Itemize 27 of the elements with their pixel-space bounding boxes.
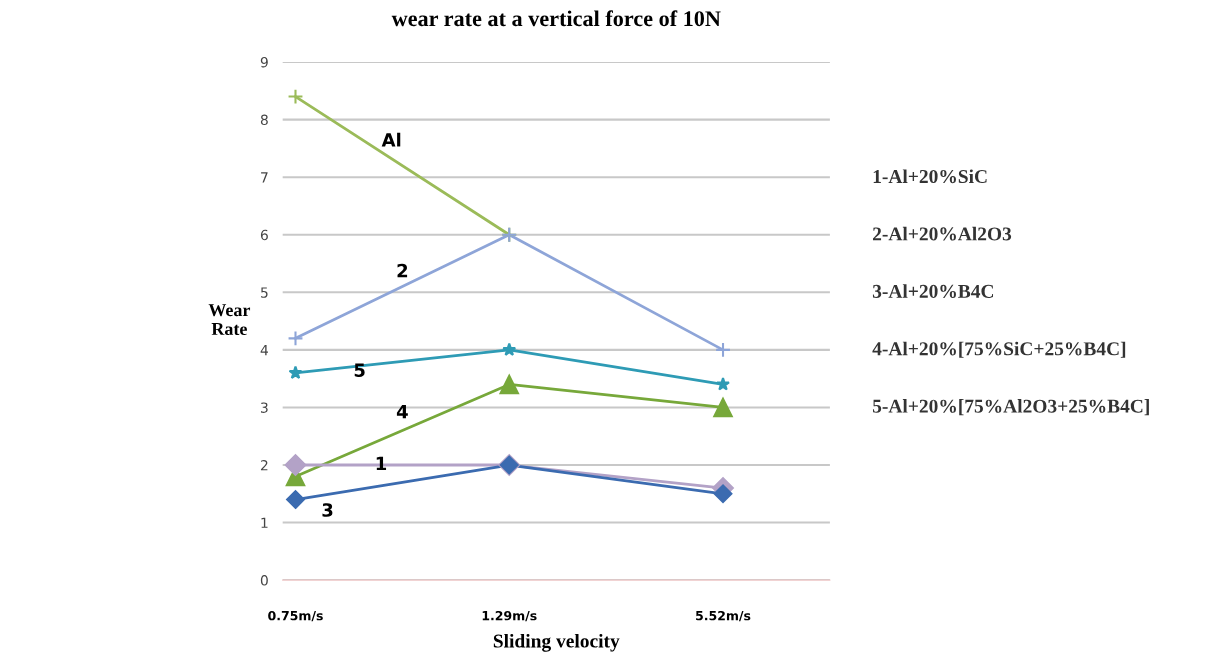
series-label: 2 bbox=[397, 263, 408, 278]
text: 3-Al+20%B4C bbox=[872, 284, 994, 298]
text: 5-Al+20%[75%Al2O3+25%B4C] bbox=[872, 399, 1149, 416]
x-tick-label: 0.75m/s bbox=[268, 610, 323, 622]
series-label: 4 bbox=[396, 405, 408, 419]
y-tick-label: 1 bbox=[261, 517, 268, 528]
y-tick-label: 6 bbox=[260, 229, 268, 241]
y-tick-label: 3 bbox=[261, 402, 268, 413]
x-tick-label: 5.52m/s bbox=[696, 610, 751, 622]
y-tick-label: 2 bbox=[260, 459, 268, 471]
series-label: 5 bbox=[354, 363, 365, 377]
series-label: 3 bbox=[322, 503, 333, 517]
text: 2-Al+20%Al2O3 bbox=[872, 226, 1012, 241]
text: 4-Al+20%[75%SiC+25%B4C] bbox=[872, 341, 1126, 358]
series-label: 1 bbox=[376, 456, 387, 470]
series-label: Al bbox=[381, 132, 401, 147]
text: 1-Al+20%SiC bbox=[873, 169, 987, 184]
y-tick-label: 9 bbox=[260, 57, 268, 68]
y-tick-label: 4 bbox=[260, 345, 268, 356]
y-tick-label: 5 bbox=[261, 287, 268, 298]
y-tick-label: 7 bbox=[261, 172, 268, 183]
y-tick-label: 8 bbox=[260, 114, 268, 126]
chart-title: wear rate at a vertical force of 10N bbox=[391, 10, 721, 27]
x-tick-label: 1.29m/s bbox=[482, 610, 537, 622]
y-axis-title: Wear Rate bbox=[208, 304, 251, 336]
x-axis-title: Sliding velocity bbox=[493, 633, 620, 652]
y-tick-label: 0 bbox=[260, 575, 268, 586]
